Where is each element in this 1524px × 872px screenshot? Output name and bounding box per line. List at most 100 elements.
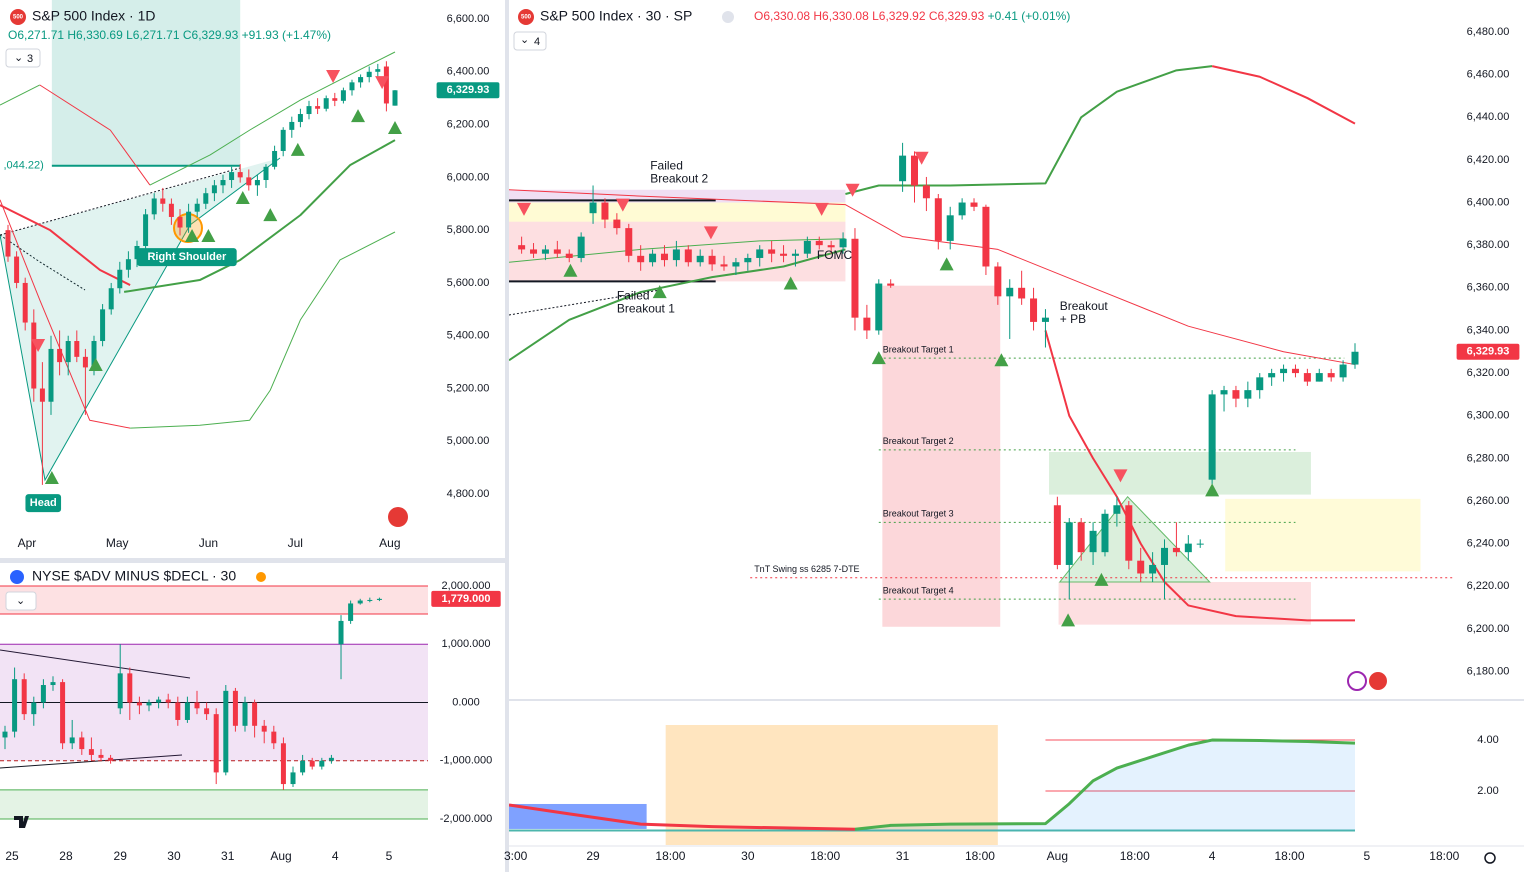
candle-body — [1256, 377, 1264, 391]
y-tick-label: 4,800.00 — [447, 488, 490, 500]
indicator-toggle[interactable] — [513, 31, 547, 51]
y-tick-label: 1,000.000 — [442, 638, 491, 650]
candle-body — [1232, 390, 1240, 399]
us-flag[interactable] — [1369, 672, 1387, 690]
zone — [0, 789, 428, 820]
y-tick-label: 2,000.000 — [442, 580, 491, 592]
candle-body — [815, 240, 823, 246]
candle-body — [261, 725, 267, 732]
annotation: + PB — [1060, 312, 1086, 326]
chart-title: S&P 500 Index · 1D — [32, 8, 155, 24]
candle-body — [332, 98, 338, 101]
ohlc-change: +91.93 (+1.47%) — [242, 28, 331, 42]
alert-icon[interactable] — [1347, 671, 1367, 691]
candle-body — [194, 702, 200, 709]
candle-body — [237, 172, 243, 178]
annotation: Failed — [617, 289, 650, 303]
symbol-logo-text: 500 — [521, 15, 532, 21]
candle-body — [40, 685, 46, 703]
candle-body — [252, 702, 258, 726]
intraday-chart: Breakout Target 1 Breakout Target 2 Breako… — [509, 65, 1455, 627]
candle-body — [1268, 373, 1276, 378]
candle-body — [589, 202, 597, 214]
candle-body — [994, 266, 1002, 297]
candle-body — [136, 702, 142, 706]
y-tick-label: 6,200.00 — [447, 118, 490, 130]
us-flag[interactable] — [388, 507, 408, 527]
sell-signal — [1113, 469, 1128, 483]
x-tick-label: 30 — [741, 849, 755, 863]
y-tick-label: -1,000.000 — [440, 755, 493, 767]
candle-body — [5, 230, 11, 257]
indicator-line — [39, 84, 151, 186]
candle-body — [246, 177, 252, 186]
zone — [882, 285, 1001, 627]
last-price-badge — [431, 590, 501, 607]
candle-body — [637, 255, 645, 263]
candle-body — [184, 702, 190, 720]
annotation: Head — [30, 497, 57, 509]
x-tick-label: Aug — [379, 536, 400, 550]
sell-signal — [914, 151, 929, 165]
settings-gear[interactable] — [1484, 852, 1496, 864]
x-tick-label: 18:00 — [655, 849, 685, 863]
chart-title: S&P 500 Index · 30 · SP — [540, 8, 692, 24]
tradingview-logo — [14, 816, 29, 828]
candle-body — [553, 249, 561, 254]
symbol-logo-text: 500 — [13, 15, 24, 21]
x-tick-label: May — [106, 536, 129, 550]
candle-body — [315, 106, 321, 109]
ohlc-open: O6,330.08 — [754, 9, 810, 23]
candle-body — [946, 215, 954, 241]
buy-signal — [290, 142, 305, 156]
candle-body — [1030, 298, 1038, 322]
candle-body — [1315, 373, 1323, 382]
us-flag — [10, 570, 24, 584]
candle-body — [1184, 543, 1192, 553]
candle-body — [127, 673, 133, 703]
candle-body — [204, 708, 210, 715]
candle-body — [69, 737, 75, 744]
y-tick-label: 2.00 — [1477, 785, 1498, 797]
candle-body — [1351, 351, 1359, 365]
candle-body — [340, 90, 346, 101]
candle-body — [117, 269, 123, 289]
x-tick-label: 25 — [5, 849, 19, 863]
pattern-line — [0, 167, 241, 236]
indicator-toggle[interactable] — [5, 48, 41, 68]
y-tick-label: 6,220.00 — [1467, 580, 1510, 592]
candle-body — [613, 219, 621, 229]
y-tick-label: 6,240.00 — [1467, 538, 1510, 550]
annotation: Breakout 1 — [617, 302, 675, 316]
candle-body — [79, 737, 85, 750]
candle-body — [177, 216, 183, 228]
x-tick-label: 3:00 — [504, 849, 528, 863]
candle-body — [306, 106, 312, 115]
candle-body — [1291, 368, 1299, 374]
x-tick-label: 29 — [586, 849, 600, 863]
candle-body — [625, 228, 633, 256]
y-tick-label: 6,260.00 — [1467, 495, 1510, 507]
candle-body — [375, 69, 381, 72]
sell-signal — [814, 202, 829, 216]
candle-body — [803, 240, 811, 254]
candle-body — [338, 620, 344, 645]
sell-signal — [615, 198, 630, 212]
candle-body — [1149, 564, 1157, 574]
candle-body — [143, 214, 149, 246]
pane-divider — [505, 0, 509, 872]
level-label: TnT Swing ss 6285 7-DTE — [754, 564, 859, 574]
candle-body — [300, 760, 306, 773]
y-tick-label: 6,360.00 — [1467, 282, 1510, 294]
zone — [509, 202, 846, 222]
buy-signal — [563, 263, 578, 277]
daily-chart: ,044.22) Right Shoulder Head — [0, 0, 402, 513]
candle-body — [242, 702, 248, 726]
y-tick-label: 0.000 — [452, 696, 480, 708]
candle-body — [175, 702, 181, 720]
candle-body — [31, 322, 37, 389]
indicator-toggle[interactable] — [5, 591, 37, 611]
y-tick-label: 6,480.00 — [1467, 26, 1510, 38]
pattern-line — [509, 289, 661, 316]
candle-body — [289, 121, 295, 130]
